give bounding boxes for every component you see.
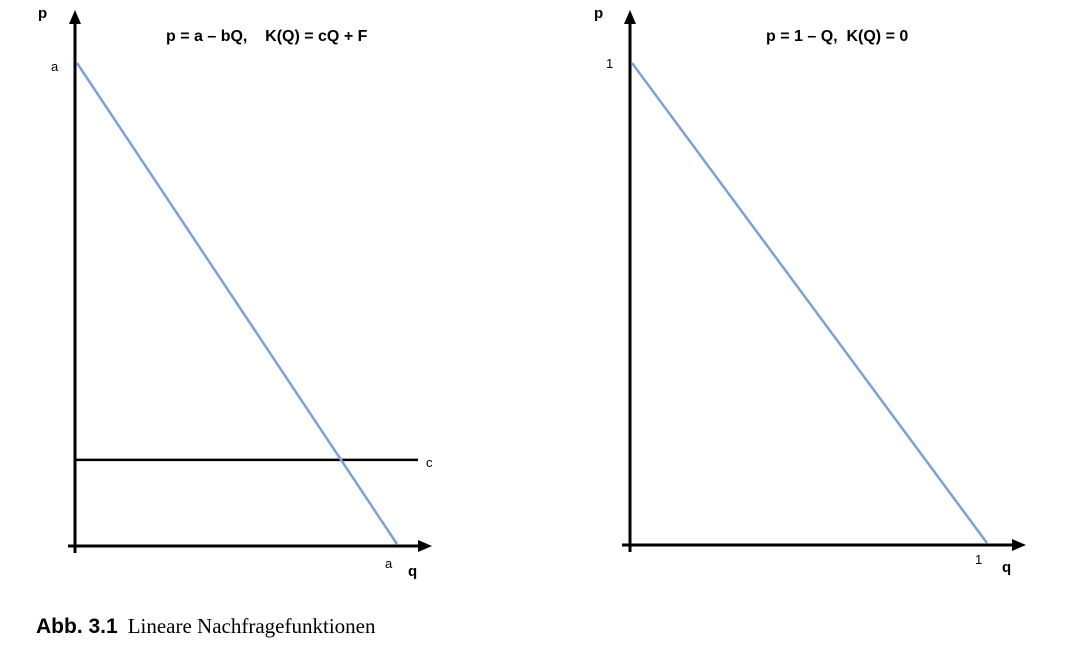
caption-text: Lineare Nachfragefunktionen	[127, 614, 376, 638]
left-y-axis-label: p	[38, 5, 47, 22]
right-y-axis-label: p	[594, 5, 603, 22]
left-x-arrow-icon	[418, 540, 432, 552]
left-chart: p q p = a – bQ, K(Q) = cQ + F a a c	[38, 5, 433, 580]
right-y-arrow-icon	[624, 10, 636, 24]
right-y-intercept-label: 1	[606, 56, 613, 71]
right-x-arrow-icon	[1012, 539, 1026, 551]
right-x-axis-label: q	[1002, 559, 1011, 576]
left-demand-line	[75, 62, 399, 545]
chart-canvas: p q p = a – bQ, K(Q) = cQ + F a a c p q …	[38, 5, 1026, 580]
left-y-arrow-icon	[69, 10, 81, 24]
right-chart-title: p = 1 – Q, K(Q) = 0	[766, 28, 908, 45]
right-chart: p q p = 1 – Q, K(Q) = 0 1 1	[594, 5, 1026, 576]
left-y-intercept-label: a	[51, 59, 59, 74]
left-hline-label: c	[426, 455, 433, 470]
left-x-axis-label: q	[408, 563, 417, 580]
left-x-intercept-label: a	[385, 556, 393, 571]
right-demand-line	[630, 62, 989, 544]
figure-caption: Abb. 3.1 Lineare Nachfragefunktionen	[36, 614, 375, 639]
right-x-intercept-label: 1	[975, 552, 982, 567]
left-chart-title: p = a – bQ, K(Q) = cQ + F	[166, 28, 368, 45]
caption-number: Abb. 3.1	[36, 615, 118, 638]
